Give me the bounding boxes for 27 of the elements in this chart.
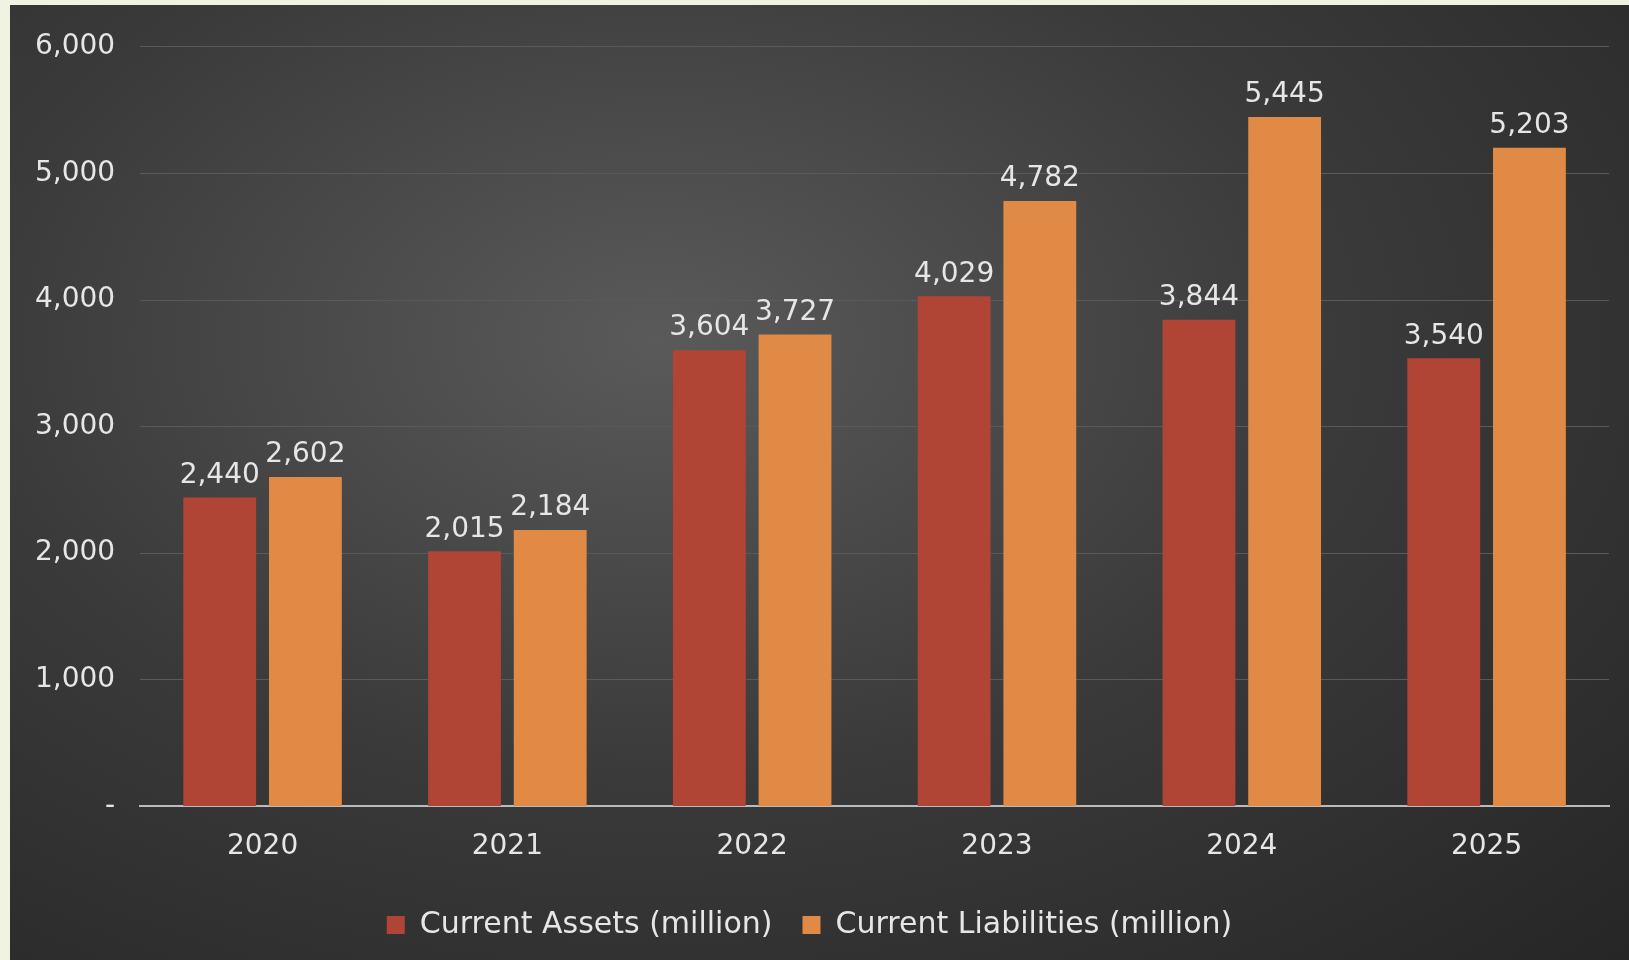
data-label: 2,015 [424,510,505,544]
data-label: 5,445 [1244,76,1325,110]
data-label: 3,540 [1403,317,1484,351]
y-tick-label: 4,000 [34,281,116,315]
y-tick-label: 3,000 [34,407,116,441]
legend-label: Current Assets (million) [419,904,773,940]
x-tick-label: 2022 [716,828,788,862]
data-label: 3,604 [669,309,750,343]
y-tick-label: 1,000 [34,661,116,695]
data-label: 3,844 [1158,279,1240,313]
y-tick-label: - [105,787,116,821]
data-label: 2,440 [179,456,260,490]
data-label: 4,029 [914,255,995,289]
data-label: 4,782 [999,160,1080,194]
x-tick-label: 2024 [1206,828,1278,862]
x-tick-label: 2020 [226,828,299,862]
data-label: 3,727 [754,293,836,327]
data-label: 2,184 [510,489,591,523]
legend-label: Current Liabilities (million) [835,904,1233,940]
data-label: 2,602 [265,436,346,470]
y-tick-label: 5,000 [34,154,116,188]
data-label: 5,203 [1489,106,1570,140]
y-tick-label: 2,000 [34,534,116,568]
x-tick-label: 2025 [1450,828,1523,862]
x-tick-label: 2023 [961,828,1033,862]
y-tick-label: 6,000 [34,28,116,62]
x-tick-label: 2021 [471,828,543,862]
